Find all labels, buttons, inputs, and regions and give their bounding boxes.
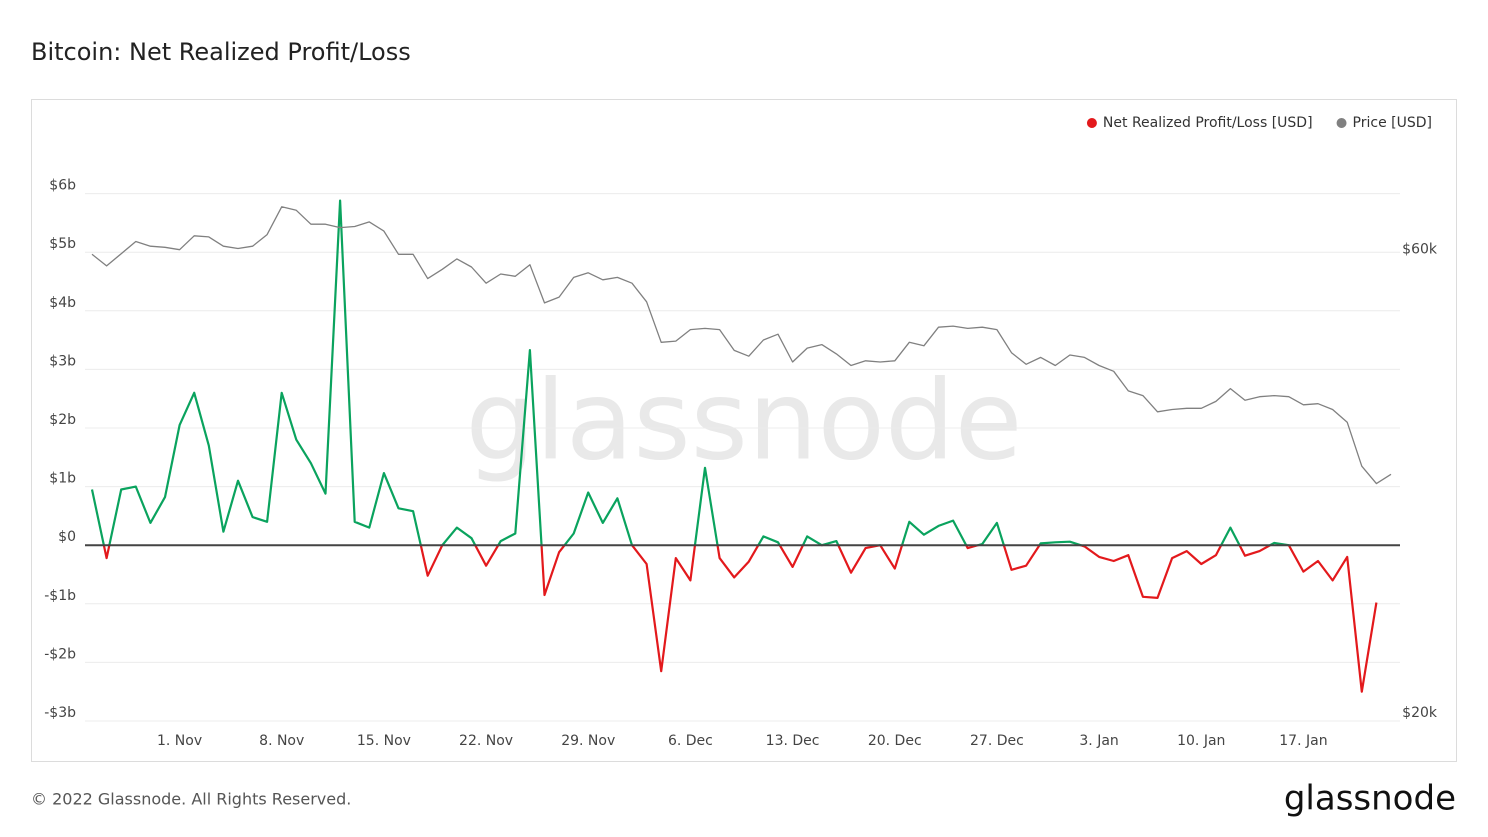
legend-swatch [1086, 118, 1097, 128]
x-tick-label: 17. Jan [1279, 733, 1327, 749]
x-tick-label: 13. Dec [766, 733, 820, 749]
y-tick-label: $0 [58, 529, 76, 545]
x-tick-label: 6. Dec [668, 733, 713, 749]
y-tick-label: $3b [49, 353, 76, 369]
x-tick-label: 10. Jan [1177, 733, 1225, 749]
line [91, 206, 1392, 485]
y2-tick-label: $60k [1402, 242, 1438, 258]
chart-title: Bitcoin: Net Realized Profit/Loss [31, 38, 411, 66]
y-tick-label: $2b [49, 412, 76, 428]
line-positive [90, 199, 1291, 546]
y-tick-label: -$2b [44, 646, 76, 662]
legend-label: Price [USD] [1353, 115, 1432, 131]
footer: © 2022 Glassnode. All Rights Reserved. [31, 790, 351, 809]
line-negative [102, 545, 1378, 693]
x-tick-label: 22. Nov [459, 733, 513, 749]
legend-label: Net Realized Profit/Loss [USD] [1103, 115, 1313, 131]
y-tick-label: $6b [49, 178, 76, 194]
x-tick-label: 27. Dec [970, 733, 1024, 749]
y2-tick-label: $20k [1402, 705, 1438, 721]
y-tick-label: $1b [49, 471, 76, 487]
plot-frame [31, 99, 1457, 762]
watermark: glassnode [466, 356, 1023, 484]
x-tick-label: 8. Nov [259, 733, 304, 749]
y-tick-label: $4b [49, 295, 76, 311]
y-tick-label: -$3b [44, 705, 76, 721]
logo: glassnode [1284, 779, 1456, 819]
x-tick-label: 1. Nov [157, 733, 202, 749]
legend-swatch [1336, 118, 1347, 128]
x-tick-label: 3. Jan [1079, 733, 1118, 749]
x-tick-label: 20. Dec [868, 733, 922, 749]
x-tick-label: 15. Nov [357, 733, 411, 749]
x-tick-label: 29. Nov [561, 733, 615, 749]
y-tick-label: $5b [49, 236, 76, 252]
y-tick-label: -$1b [44, 588, 76, 604]
